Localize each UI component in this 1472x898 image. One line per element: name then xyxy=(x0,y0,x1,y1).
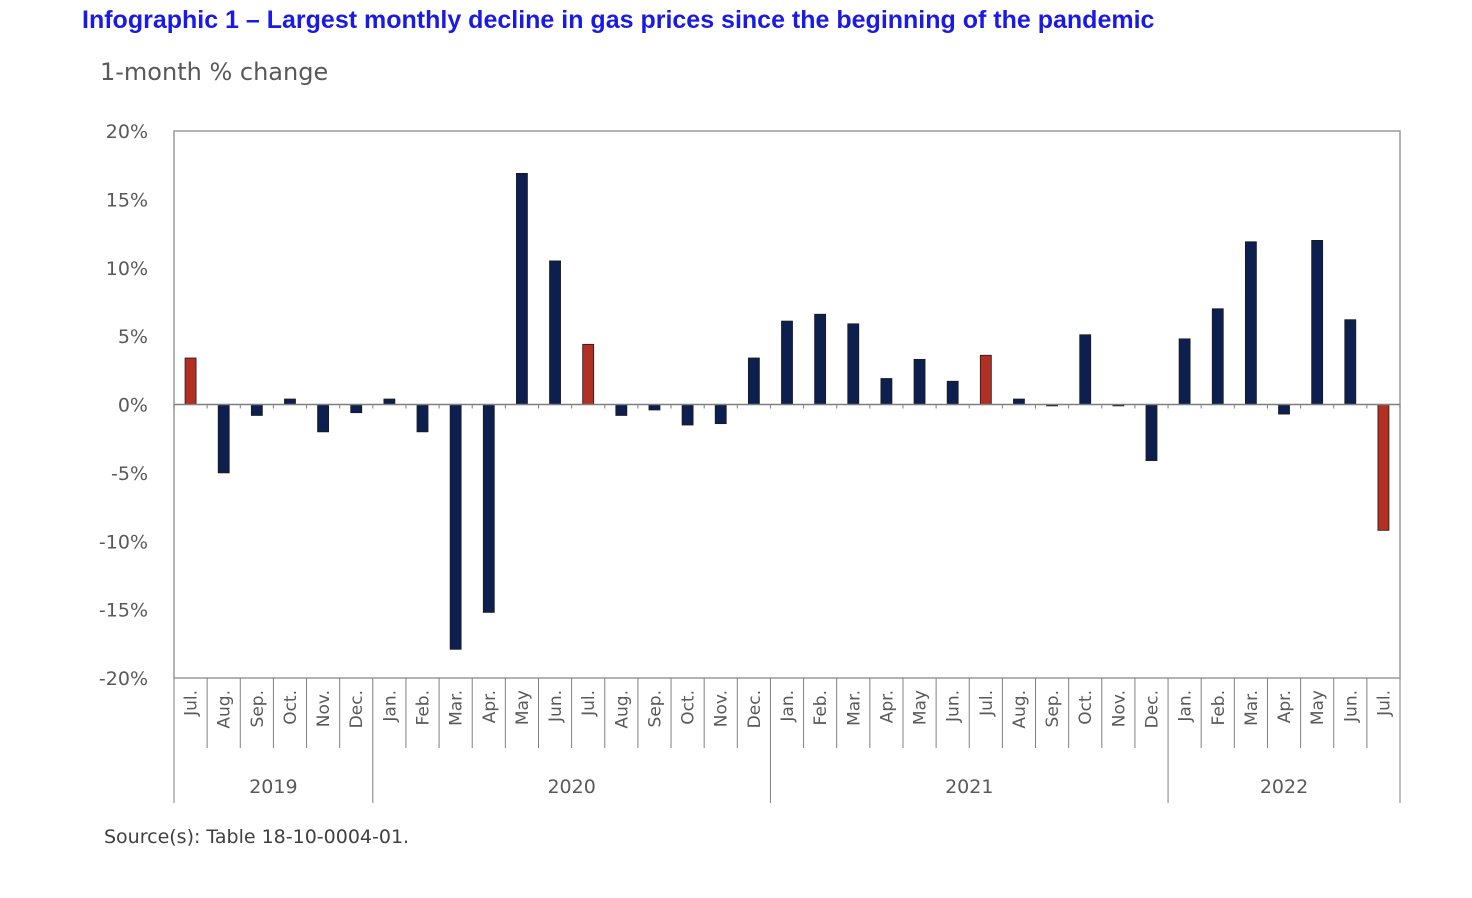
bar xyxy=(449,404,462,650)
y-tick-label: 15% xyxy=(106,189,148,211)
x-tick-label: Sep. xyxy=(645,690,665,727)
bar xyxy=(1344,319,1357,405)
bar xyxy=(781,320,793,405)
x-tick-label: Oct. xyxy=(1076,690,1096,725)
y-tick-label: -5% xyxy=(111,463,148,485)
x-tick-label: May xyxy=(513,690,533,725)
bar xyxy=(284,398,296,405)
bar xyxy=(549,260,561,405)
x-tick-label: Jun. xyxy=(944,690,964,723)
x-tick-label: Nov. xyxy=(1109,690,1129,727)
x-tick-label: Jul. xyxy=(977,690,997,717)
x-tick-label: Dec. xyxy=(745,690,765,728)
bar xyxy=(814,313,827,405)
x-tick-label: Nov. xyxy=(712,690,732,727)
bar xyxy=(1013,398,1025,405)
x-tick-label: Jun. xyxy=(1341,690,1361,723)
y-tick-label: 10% xyxy=(106,258,148,280)
bar xyxy=(1377,404,1390,531)
bar xyxy=(416,404,429,433)
y-tick-label: 0% xyxy=(118,395,148,417)
x-tick-label: Feb. xyxy=(1209,690,1229,726)
bar xyxy=(847,323,860,405)
x-tick-label: Nov. xyxy=(314,690,334,727)
x-tick-label: Oct. xyxy=(679,690,699,725)
y-tick-label: -15% xyxy=(99,600,148,622)
year-label: 2020 xyxy=(547,776,595,798)
x-tick-label: Apr. xyxy=(1275,690,1295,723)
y-tick-label: 5% xyxy=(118,326,148,348)
x-tick-label: Mar. xyxy=(844,690,864,726)
x-tick-label: Sep. xyxy=(1043,690,1063,727)
bar xyxy=(383,398,396,405)
bar xyxy=(582,343,595,405)
x-tick-label: Aug. xyxy=(612,690,632,729)
bar xyxy=(880,378,893,405)
x-tick-label: Mar. xyxy=(447,690,467,726)
bar xyxy=(184,357,197,405)
bar xyxy=(217,404,230,474)
x-tick-label: Jul. xyxy=(579,690,599,717)
x-tick-label: Feb. xyxy=(811,690,831,726)
bar xyxy=(714,404,727,425)
bar xyxy=(350,404,363,414)
bar xyxy=(747,357,760,405)
x-tick-label: Feb. xyxy=(414,690,434,726)
x-tick-label: Jan. xyxy=(380,690,400,723)
x-tick-label: May xyxy=(911,690,931,725)
x-tick-label: Dec. xyxy=(347,690,367,728)
x-tick-label: Aug. xyxy=(215,690,235,729)
bar xyxy=(946,380,959,405)
x-tick-label: Aug. xyxy=(1010,690,1030,729)
bar xyxy=(615,404,628,416)
bar xyxy=(681,404,694,426)
x-tick-label: Sep. xyxy=(248,690,268,727)
y-axis-unit-label: 1-month % change xyxy=(100,58,329,86)
x-tick-label: Dec. xyxy=(1142,690,1162,728)
x-tick-label: May xyxy=(1308,690,1328,725)
bar xyxy=(648,404,661,411)
bar xyxy=(317,404,330,433)
x-tick-label: Oct. xyxy=(281,690,301,725)
x-tick-label: Mar. xyxy=(1242,690,1262,726)
x-tick-label: Apr. xyxy=(480,690,500,723)
x-tick-label: Jan. xyxy=(1176,690,1196,723)
bar xyxy=(1278,404,1290,415)
year-label: 2021 xyxy=(945,776,993,798)
bar xyxy=(482,404,495,613)
bar xyxy=(979,354,992,405)
chart-title: Infographic 1 – Largest monthly decline … xyxy=(82,6,1155,34)
bar xyxy=(1079,334,1092,405)
x-tick-label: Jul. xyxy=(1374,690,1394,717)
bar xyxy=(516,172,528,405)
y-tick-label: 20% xyxy=(106,121,148,143)
source-note: Source(s): Table 18-10-0004-01. xyxy=(104,826,410,848)
year-label: 2022 xyxy=(1260,776,1308,798)
bar xyxy=(1178,338,1191,405)
bar xyxy=(1145,404,1158,461)
bar xyxy=(250,404,263,416)
bar xyxy=(1311,239,1324,405)
bar xyxy=(1211,308,1224,405)
bar xyxy=(913,358,926,405)
x-tick-label: Jan. xyxy=(778,690,798,723)
y-tick-label: -20% xyxy=(99,668,148,690)
x-tick-label: Jun. xyxy=(546,690,566,723)
year-label: 2019 xyxy=(249,776,297,798)
y-tick-label: -10% xyxy=(99,531,148,553)
x-tick-label: Jul. xyxy=(182,690,202,717)
bar xyxy=(1244,241,1257,405)
x-tick-label: Apr. xyxy=(877,690,897,723)
